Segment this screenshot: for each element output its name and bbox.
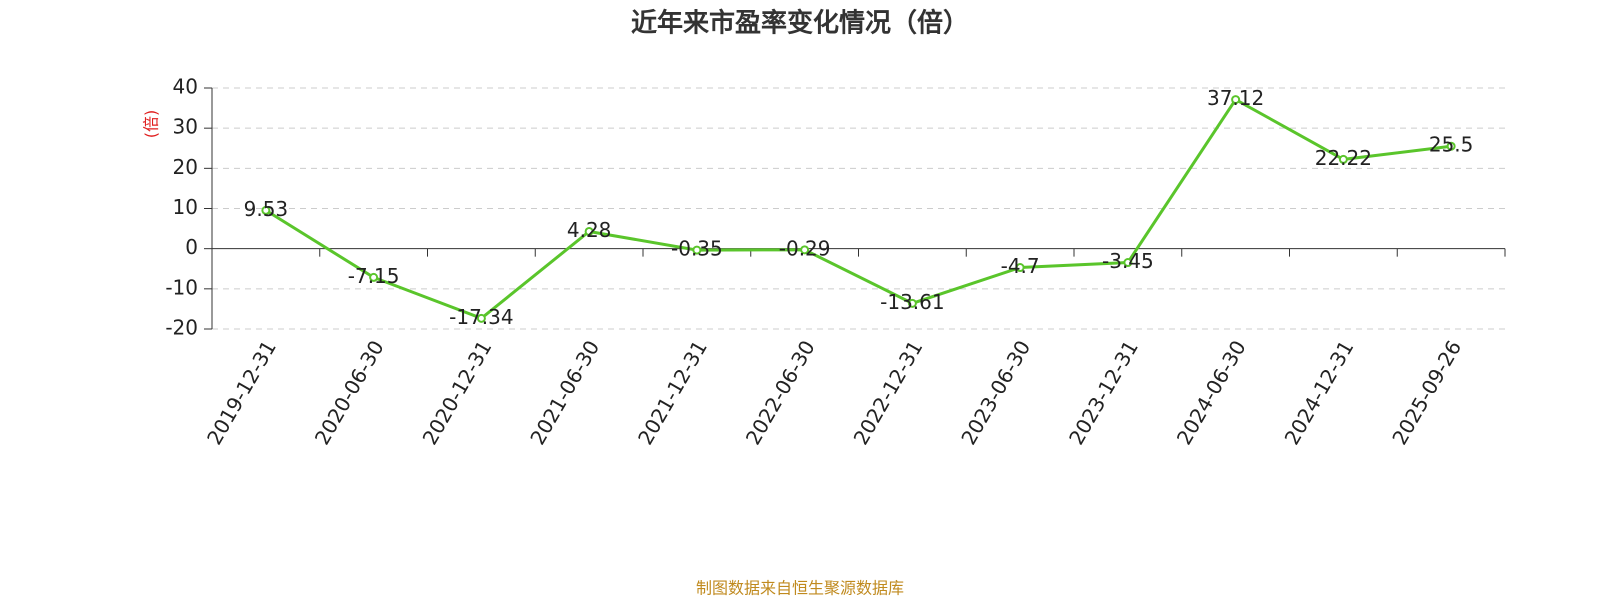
point: [1338, 154, 1348, 164]
x-tick-label: 2024-06-30: [1172, 336, 1251, 449]
data-label: 37.12: [1207, 86, 1264, 110]
data-label: -3.45: [1102, 249, 1154, 273]
point: [476, 313, 486, 323]
x-tick-label: 2021-06-30: [525, 336, 604, 449]
data-label: -0.35: [671, 237, 723, 261]
point: [800, 245, 810, 255]
x-tick-label: 2020-12-31: [418, 336, 497, 449]
source-note: 制图数据来自恒生聚源数据库: [696, 579, 904, 598]
y-tick-label: 0: [185, 235, 198, 259]
x-tick-label: 2025-09-26: [1387, 336, 1466, 449]
x-tick-label: 2022-06-30: [741, 336, 820, 449]
y-axis-label: (倍): [142, 110, 161, 139]
x-tick-label: 2022-12-31: [849, 336, 928, 449]
x-tick-label: 2021-12-31: [633, 336, 712, 449]
y-tick-label: -10: [165, 275, 198, 299]
y-tick-label: -20: [165, 316, 198, 340]
data-label: -4.7: [1001, 254, 1040, 278]
y-tick-label: 40: [173, 75, 198, 99]
data-label: -7.15: [348, 264, 400, 288]
point: [261, 205, 271, 215]
point: [1015, 263, 1025, 273]
data-label: 4.28: [567, 218, 612, 242]
point: [1231, 95, 1241, 105]
point: [1446, 141, 1456, 151]
y-tick-label: 20: [173, 155, 198, 179]
y-tick-label: 30: [173, 115, 198, 139]
x-tick-label: 2019-12-31: [202, 336, 281, 449]
data-label: -17.34: [449, 305, 513, 329]
data-label: 22.22: [1315, 146, 1372, 170]
data-label: 25.5: [1429, 133, 1474, 157]
data-label: -13.61: [880, 290, 944, 314]
line: [265, 97, 1452, 321]
x-tick-label: 2023-12-31: [1064, 336, 1143, 449]
chart-title: 近年来市盈率变化情况（倍）: [631, 8, 969, 39]
point: [584, 226, 594, 236]
point: [907, 298, 917, 308]
y-tick-label: 10: [173, 195, 198, 219]
x-tick-label: 2023-06-30: [956, 336, 1035, 449]
x-tick-label: 2020-06-30: [310, 336, 389, 449]
x-tick-label: 2024-12-31: [1280, 336, 1359, 449]
data-label: -0.29: [779, 236, 831, 260]
point: [1123, 258, 1133, 268]
data-label: 9.53: [244, 197, 289, 221]
point: [369, 272, 379, 282]
point: [692, 245, 702, 255]
